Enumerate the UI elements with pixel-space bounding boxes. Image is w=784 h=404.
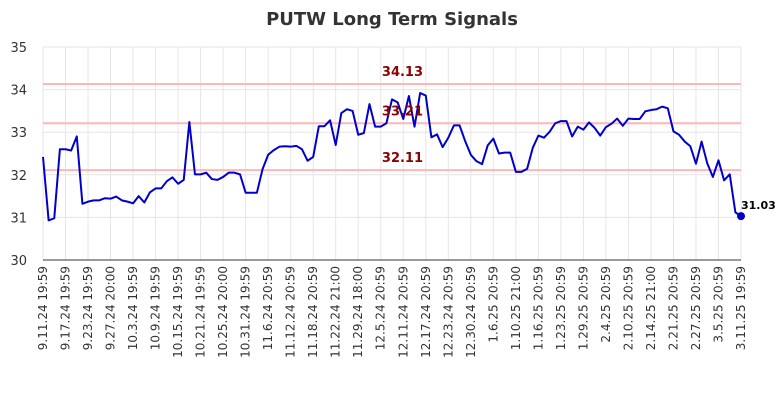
x-tick-label: 9.17.24 19:59 [59, 266, 73, 350]
signal-line-label: 34.13 [382, 65, 423, 80]
chart-title: PUTW Long Term Signals [266, 9, 518, 30]
x-tick-label: 1.6.25 20:59 [486, 266, 500, 343]
x-tick-label: 11.6.24 20:59 [261, 266, 275, 350]
x-tick-label: 11.18.24 20:59 [306, 266, 320, 358]
x-tick-label: 1.23.25 20:59 [554, 266, 568, 350]
x-tick-label: 9.27.24 20:00 [104, 266, 118, 350]
x-tick-label: 2.10.25 20:59 [621, 266, 635, 350]
price-series-line [42, 92, 742, 222]
y-tick-label: 35 [10, 41, 27, 56]
grid [42, 46, 742, 261]
x-tick-label: 12.11.24 20:59 [396, 266, 410, 358]
x-tick-label: 11.22.24 21:00 [329, 266, 343, 358]
x-tick-label: 2.4.25 20:59 [599, 266, 613, 343]
y-tick-label: 32 [10, 169, 27, 184]
y-tick-label: 31 [10, 211, 27, 226]
x-tick-label: 9.11.24 19:59 [36, 266, 50, 350]
series-layer [42, 92, 745, 222]
y-tick-label: 34 [10, 84, 27, 99]
x-tick-label: 12.30.24 20:59 [464, 266, 478, 358]
x-tick-label: 2.21.25 20:59 [666, 266, 680, 350]
x-tick-label: 2.14.25 21:00 [644, 266, 658, 350]
x-tick-label: 10.21.24 19:59 [194, 266, 208, 358]
x-tick-label: 12.17.24 20:59 [419, 266, 433, 358]
x-tick-label: 10.31.24 19:59 [239, 266, 253, 358]
x-tick-label: 3.5.25 20:59 [711, 266, 725, 343]
x-tick-label: 11.12.24 20:59 [284, 266, 298, 358]
x-tick-label: 12.5.24 20:59 [374, 266, 388, 350]
x-tick-label: 1.10.25 21:00 [509, 266, 523, 350]
x-tick-label: 1.16.25 20:59 [531, 266, 545, 350]
y-tick-label: 33 [10, 126, 27, 141]
x-tick-label: 9.23.24 19:59 [81, 266, 95, 350]
x-tick-label: 10.3.24 19:59 [126, 266, 140, 350]
y-tick-label: 30 [10, 254, 27, 269]
axes: 30 31 32 33 34 35 9.11.24 19:59 9.17.24 19:59 9.… [10, 41, 748, 358]
x-tick-label: 1.29.25 20:59 [576, 266, 590, 350]
signal-line-label: 33.21 [382, 104, 423, 119]
last-point-marker [737, 212, 745, 221]
x-tick-label: 11.29.24 18:00 [351, 266, 365, 358]
signal-line-label: 32.11 [382, 151, 423, 166]
labels: 34.13 33.21 32.11 31.03 [382, 65, 776, 212]
x-tick-label: 10.25.24 20:00 [216, 266, 230, 358]
x-tick-label: 10.9.24 19:59 [149, 266, 163, 350]
last-point-label: 31.03 [741, 199, 776, 212]
x-tick-label: 12.23.24 20:59 [441, 266, 455, 358]
x-tick-label: 3.11.25 19:59 [734, 266, 748, 350]
x-tick-label: 10.15.24 19:59 [171, 266, 185, 358]
x-tick-label: 2.27.25 20:59 [689, 266, 703, 350]
